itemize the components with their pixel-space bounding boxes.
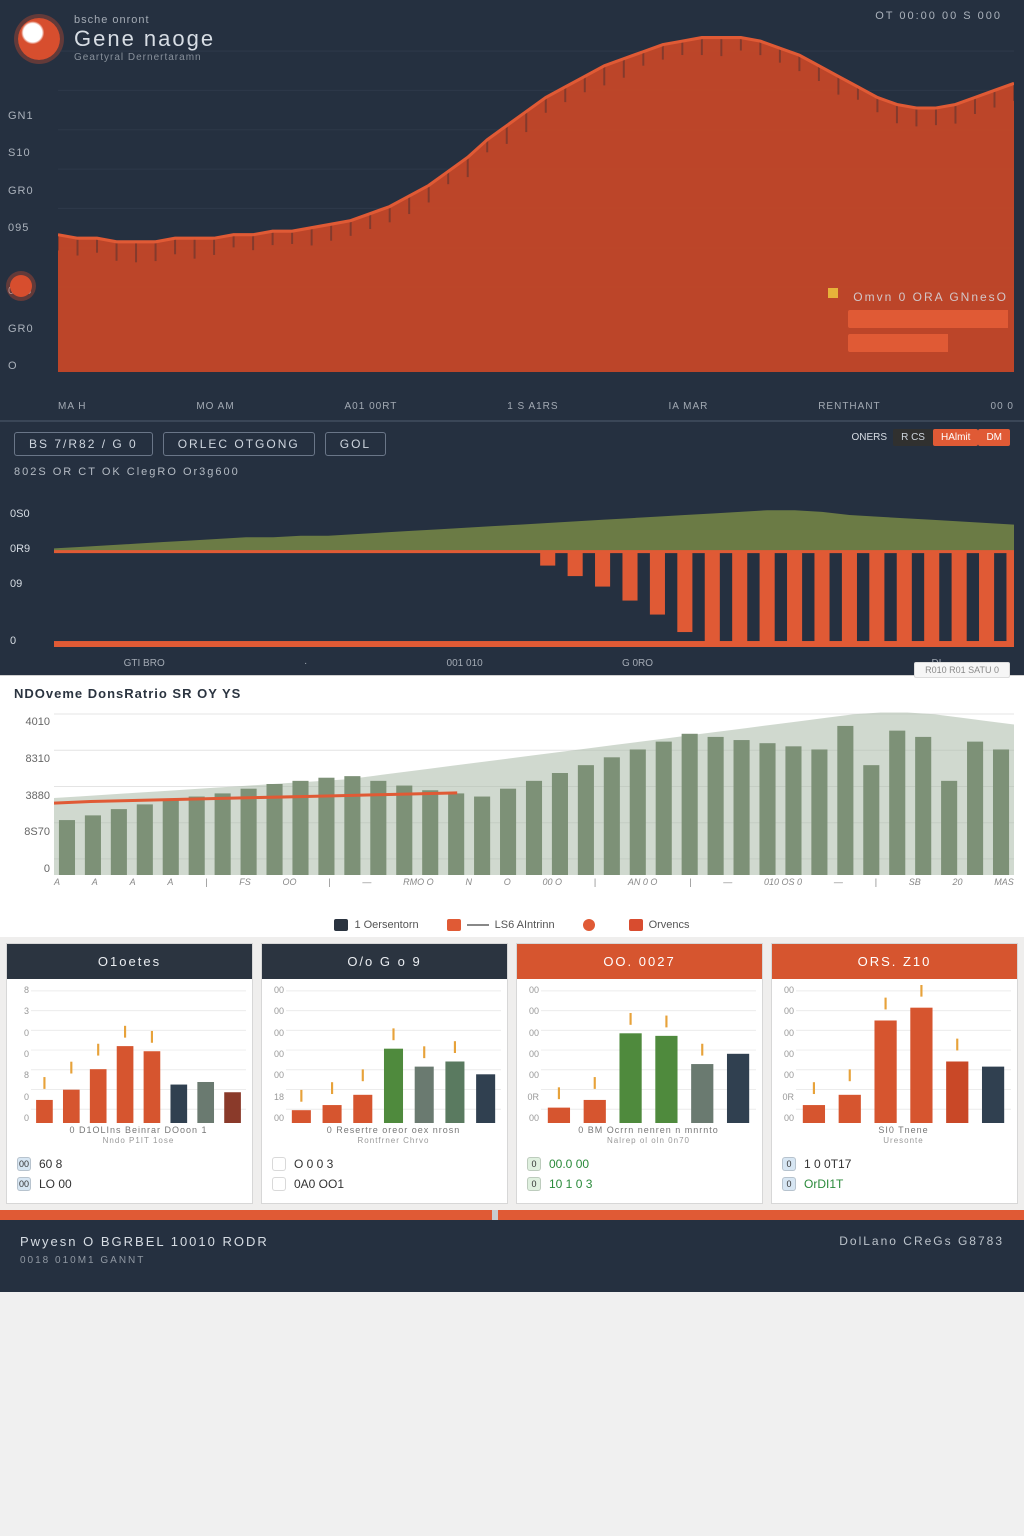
mini-chart [286, 985, 501, 1123]
sec1-legend-label: Omvn 0 ORA GNnesO [853, 290, 1008, 304]
sec3-legend-item-1[interactable]: LS6 AIntrinn [447, 919, 555, 931]
sec3-legend-item-2[interactable] [583, 919, 601, 931]
mini-chart [541, 985, 756, 1123]
sec2-chip-0[interactable]: R CS [893, 429, 933, 446]
sec2-tab-1[interactable]: ORLEC OTGONG [163, 432, 315, 456]
sec3-yaxis: 4010831038808S700 [6, 716, 50, 875]
sec1-yaxis: GN1S10GR00950NSGR0O [8, 110, 54, 372]
sec2-chip-2[interactable]: DM [978, 429, 1010, 446]
mini-stat: 01 0 0T17 [782, 1157, 1007, 1171]
sec2-xaxis: GTI BRO·001 010G 0RODL [54, 658, 1014, 669]
mini-stat: 0060 8 [17, 1157, 242, 1171]
mini-stat: 00LO 00 [17, 1177, 242, 1191]
mini-stat: 010 1 0 3 [527, 1177, 752, 1191]
sec2-chip-1[interactable]: HAlmit [933, 429, 978, 446]
mini-stat: O 0 0 3 [272, 1157, 497, 1171]
section-mini-cards: O1oetes83008000 D1OLIns Beinrar DOoon 1N… [0, 937, 1024, 1210]
mini-card-head: OO. 0027 [517, 944, 762, 979]
sec1-legend-bar-2[interactable] [848, 334, 948, 352]
mini-card-0: O1oetes83008000 D1OLIns Beinrar DOoon 1N… [6, 943, 253, 1204]
sec3-xaxis: AAAA|FSOO|—RMO ONO00 O|AN 0 O|—010 OS 0—… [54, 877, 1014, 895]
mini-chart [31, 985, 246, 1123]
mini-stat: 000.0 00 [527, 1157, 752, 1171]
sec2-yaxis: 0S00R9090 [10, 508, 50, 647]
sec3-legend-item-3[interactable]: Orvencs [629, 919, 690, 931]
mini-stat: 0A0 OO1 [272, 1177, 497, 1191]
mini-card-head: O/o G o 9 [262, 944, 507, 979]
sec3-legend: 1 Oersentorn LS6 AIntrinn Orvencs [0, 919, 1024, 931]
sec2-subtitle: 802S OR CT OK ClegRO Or3g600 [14, 466, 1010, 478]
mini-card-1: O/o G o 9000000000018000 Resertre oreor … [261, 943, 508, 1204]
mini-card-head: ORS. Z10 [772, 944, 1017, 979]
section-combo-light: R010 R01 SATU 0 NDOveme DonsRatrio SR OY… [0, 675, 1024, 937]
mini-chart [796, 985, 1011, 1123]
mini-stat: 0OrDI1T [782, 1177, 1007, 1191]
brand-logo-icon [18, 18, 60, 60]
sec3-title: NDOveme DonsRatrio SR OY YS [14, 686, 1010, 701]
sec3-chart [54, 704, 1014, 875]
footer-right: DolLano CReGs G8783 [839, 1234, 1004, 1248]
sec2-chips-label: ONERS [852, 432, 888, 443]
orange-divider [0, 1210, 1024, 1220]
mini-card-2: OO. 002700000000000R000 BM Ocrrn nenren … [516, 943, 763, 1204]
sec1-xaxis: MA HMO AMA01 00RT1 S A1RSIA MARRENTHANT0… [58, 401, 1014, 412]
footer-title: Pwyesn O BGRBEL 10010 RODR [20, 1234, 269, 1249]
sec2-tab-0[interactable]: BS 7/R82 / G 0 [14, 432, 153, 456]
sec2-chips: ONERS R CSHAlmitDM [852, 432, 1010, 443]
sec2-tab-2[interactable]: GOL [325, 432, 386, 456]
sec1-legend-bar-1[interactable] [848, 310, 1008, 328]
section-main-trend: bsche onront Gene naoge Geartyral Derner… [0, 0, 1024, 420]
sec1-marker-dot-icon [10, 275, 32, 297]
sec2-chart [54, 488, 1014, 647]
section-combo-dark: BS 7/R82 / G 0 ORLEC OTGONG GOL ONERS R CS… [0, 420, 1024, 675]
legend-yellow-square-icon [828, 288, 838, 298]
sec1-legend: Omvn 0 ORA GNnesO [848, 290, 1008, 358]
mini-card-3: ORS. Z1000000000000R00SI0 TneneUresonte0… [771, 943, 1018, 1204]
footer-subtitle: 0018 010M1 GANNT [20, 1255, 269, 1266]
sec3-legend-item-0[interactable]: 1 Oersentorn [334, 919, 418, 931]
sec3-crumbs: R010 R01 SATU 0 [914, 662, 1010, 678]
footer: Pwyesn O BGRBEL 10010 RODR 0018 010M1 GA… [0, 1220, 1024, 1292]
mini-card-head: O1oetes [7, 944, 252, 979]
